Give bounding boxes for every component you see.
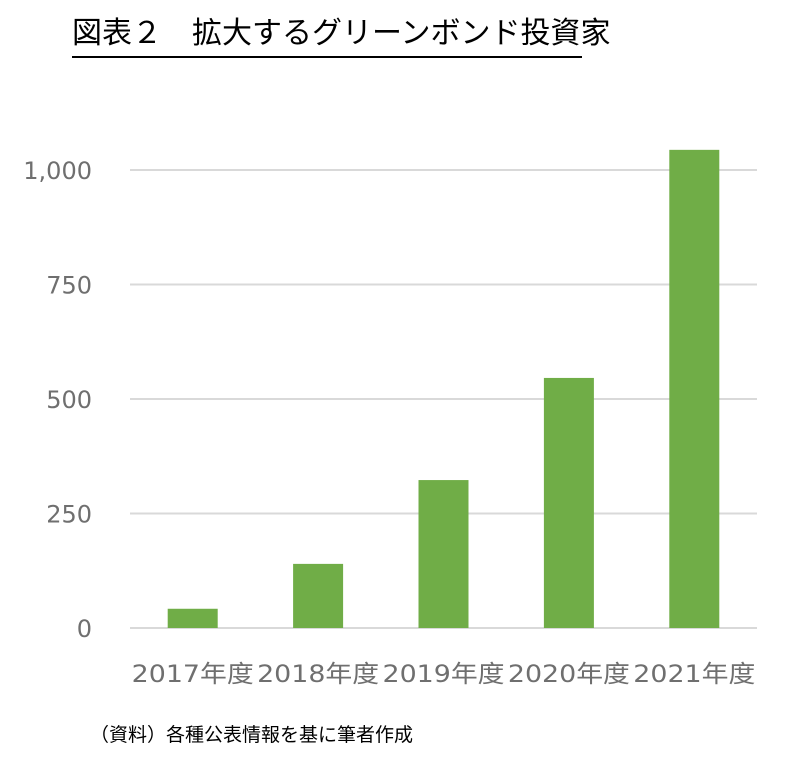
x-tick-label: 2017年度: [132, 660, 254, 688]
y-tick-label: 1,000: [23, 157, 92, 185]
bar: [669, 149, 720, 628]
source-note: （資料）各種公表情報を基に筆者作成: [90, 724, 414, 746]
x-tick-label: 2020年度: [508, 660, 630, 688]
x-tick-label: 2021年度: [633, 660, 755, 688]
bars: [167, 149, 720, 628]
bar: [418, 480, 469, 628]
y-tick-label: 250: [46, 501, 92, 529]
y-tick-label: 500: [46, 386, 92, 414]
x-tick-label: 2018年度: [257, 660, 379, 688]
bar: [167, 608, 218, 628]
x-tick-label: 2019年度: [383, 660, 505, 688]
bar: [293, 563, 344, 628]
chart-title: 図表２ 拡大するグリーンボンド投資家: [72, 12, 611, 58]
y-axis-tick-labels: 0 250 500 750 1,000: [23, 157, 92, 643]
y-tick-label: 750: [46, 272, 92, 300]
bar: [543, 377, 594, 628]
x-axis-tick-labels: 2017年度 2018年度 2019年度 2020年度 2021年度: [132, 660, 756, 688]
y-tick-label: 0: [77, 615, 92, 643]
